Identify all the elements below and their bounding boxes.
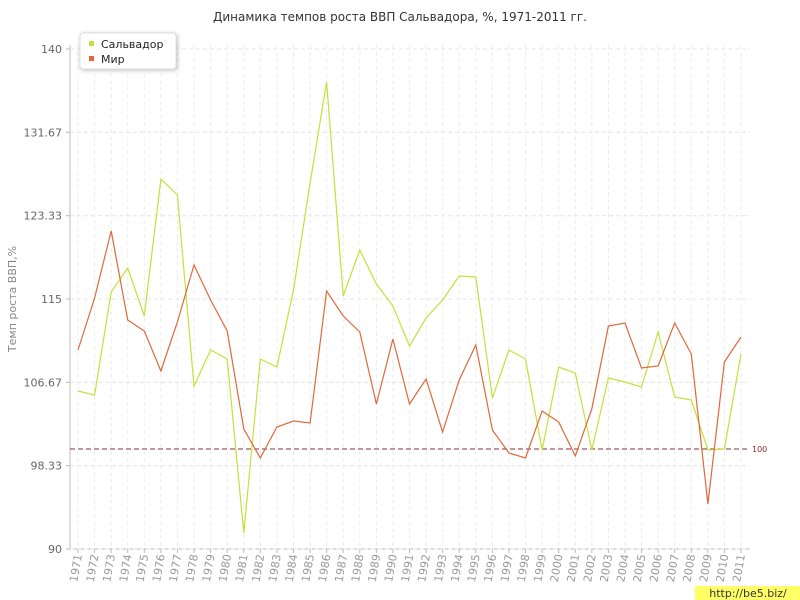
y-tick-label: 90 xyxy=(48,543,62,556)
x-tick-label: 1974 xyxy=(117,553,135,583)
legend-swatch xyxy=(89,41,94,46)
y-tick-label: 131.67 xyxy=(24,126,63,139)
x-tick-label: 2001 xyxy=(565,553,583,583)
x-tick-label: 2011 xyxy=(730,553,748,583)
x-tick-label: 1984 xyxy=(283,553,301,583)
y-tick-label: 115 xyxy=(41,293,62,306)
x-tick-label: 1975 xyxy=(134,553,152,583)
legend-label: Сальвадор xyxy=(101,38,163,51)
x-tick-label: 2000 xyxy=(548,553,566,583)
x-tick-label: 1980 xyxy=(216,553,234,583)
x-tick-label: 2007 xyxy=(664,553,682,583)
x-tick-label: 1993 xyxy=(432,553,450,583)
x-tick-label: 1971 xyxy=(67,553,85,583)
x-tick-label: 1973 xyxy=(100,553,118,583)
y-tick-label: 140 xyxy=(41,43,62,56)
chart-title: Динамика темпов роста ВВП Сальвадора, %,… xyxy=(213,10,587,24)
x-tick-label: 2009 xyxy=(697,553,715,583)
x-tick-label: 1990 xyxy=(382,553,400,583)
watermark-box xyxy=(695,586,800,600)
x-tick-label: 1994 xyxy=(449,553,467,583)
x-tick-label: 2005 xyxy=(631,553,649,583)
x-tick-label: 1991 xyxy=(399,553,417,583)
y-tick-label: 98.33 xyxy=(31,460,63,473)
series-line xyxy=(77,230,742,505)
x-tick-label: 1999 xyxy=(531,553,549,583)
x-tick-label: 1997 xyxy=(498,553,516,583)
x-tick-label: 1979 xyxy=(200,553,218,583)
x-tick-label: 2004 xyxy=(614,553,632,583)
x-tick-label: 1978 xyxy=(183,553,201,583)
x-tick-label: 1983 xyxy=(266,553,284,583)
reference-label: 100 xyxy=(752,445,767,454)
x-tick-label: 2010 xyxy=(714,553,732,583)
x-tick-label: 1998 xyxy=(515,553,533,583)
legend-swatch xyxy=(89,56,94,61)
x-tick-label: 1987 xyxy=(332,553,350,583)
legend-label: Мир xyxy=(101,53,125,66)
x-tick-label: 1985 xyxy=(299,553,317,583)
watermark: http://be5.biz/ xyxy=(709,587,787,600)
legend-box xyxy=(79,32,177,70)
y-tick-label: 123.33 xyxy=(24,210,63,223)
x-tick-label: 2002 xyxy=(581,553,599,583)
x-tick-label: 2008 xyxy=(681,553,699,583)
x-tick-label: 1982 xyxy=(250,553,268,583)
x-tick-label: 1986 xyxy=(316,553,334,583)
x-tick-label: 1976 xyxy=(150,553,168,583)
y-axis-label: Темп роста ВВП,% xyxy=(6,246,19,353)
x-tick-label: 1995 xyxy=(465,553,483,583)
x-tick-label: 2003 xyxy=(598,553,616,583)
legend: Сальвадор Мир xyxy=(79,32,177,70)
x-tick-label: 1988 xyxy=(349,553,367,583)
x-tick-label: 1972 xyxy=(84,553,102,583)
x-tick-label: 2006 xyxy=(647,553,665,583)
x-tick-label: 1992 xyxy=(415,553,433,583)
x-tick-label: 1989 xyxy=(366,553,384,583)
x-tick-label: 1981 xyxy=(233,553,251,583)
x-tick-label: 1996 xyxy=(482,553,500,583)
x-tick-label: 1977 xyxy=(167,553,185,583)
y-tick-label: 106.67 xyxy=(24,376,63,389)
series-line xyxy=(77,81,742,534)
